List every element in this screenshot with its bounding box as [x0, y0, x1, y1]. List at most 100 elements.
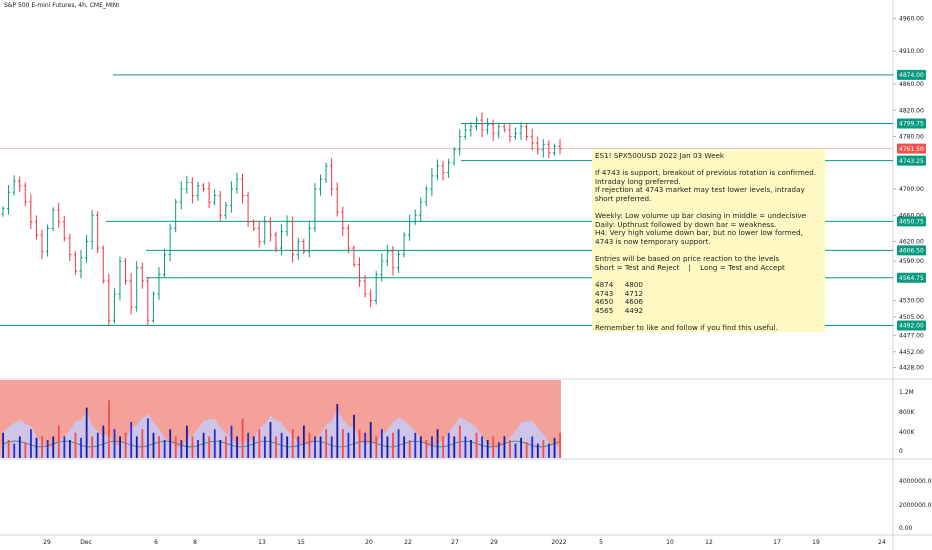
candle — [547, 140, 551, 159]
note-line: 4874 4800 — [595, 279, 644, 289]
volume-bar — [347, 432, 350, 458]
candle — [140, 262, 144, 289]
volume-bar — [380, 429, 383, 458]
candle — [1, 206, 5, 217]
volume-bar — [408, 440, 411, 458]
volume-bar — [135, 436, 138, 458]
volume-tick-label: 0 — [899, 448, 903, 455]
candle — [480, 112, 484, 138]
volume-bar — [520, 437, 523, 458]
time-axis[interactable]: 29 Dec 6 8 13 15 20 22 27 29 2022 5 10 12 17 19 24 — [43, 539, 886, 546]
level-price-tag — [897, 216, 926, 227]
level-price-label: 4799.75 — [899, 121, 924, 128]
note-line: 4650 4606 — [595, 297, 644, 307]
time-tick-label: 20 — [365, 539, 373, 546]
candle — [201, 183, 206, 192]
candle — [307, 221, 311, 258]
volume-bar — [174, 436, 177, 458]
volume-tick-label: 400K — [899, 429, 915, 436]
volume-tick-label: 800K — [899, 409, 915, 416]
indicator-axis[interactable]: 4000000.00 2000000.00 0.00 — [899, 478, 932, 532]
candle — [263, 215, 267, 245]
volume-bar — [386, 436, 389, 458]
volume-bar — [152, 432, 155, 458]
volume-bar — [481, 436, 484, 458]
time-tick-label: 13 — [258, 539, 266, 546]
candle — [341, 206, 345, 237]
time-tick-label: 19 — [812, 539, 820, 546]
last-price-label: 4761.50 — [899, 146, 924, 153]
analysis-note[interactable]: ES1! SPX500USD 2022 Jan 03 Week If 4743 i… — [592, 149, 825, 332]
candle — [151, 291, 155, 323]
candle — [313, 183, 317, 232]
candle — [413, 209, 417, 226]
price-tick-label: 4505.00 — [899, 314, 924, 321]
volume-bar — [353, 414, 355, 458]
candle — [335, 182, 339, 217]
price-tick-label: 4452.00 — [899, 349, 924, 356]
volume-bar — [180, 440, 183, 458]
price-tick-label: 4477.00 — [899, 332, 924, 339]
candle — [447, 158, 451, 178]
chart-title: S&P 500 E-mini Futures, 4h, CME_MINI — [4, 2, 120, 9]
time-tick-label: 29 — [43, 539, 51, 546]
time-tick-label: 24 — [878, 539, 886, 546]
candle — [96, 211, 100, 254]
volume-bar — [247, 432, 250, 458]
volume-bar — [542, 440, 545, 458]
volume-bar — [525, 442, 528, 458]
note-line: 4743 4712 — [595, 288, 644, 298]
volume-bar — [225, 436, 227, 458]
candle — [469, 122, 473, 137]
price-tick-label: 4590.00 — [899, 258, 924, 265]
volume-bar — [258, 429, 261, 458]
candle — [291, 216, 295, 263]
volume-bar — [69, 440, 71, 458]
time-tick-label: 17 — [773, 539, 781, 546]
note-line: H4: Very high volume down bar, but no lo… — [595, 228, 806, 246]
volume-bar — [336, 404, 339, 458]
candle — [296, 237, 300, 260]
volume-bar — [230, 425, 233, 458]
time-tick-label: 27 — [451, 539, 459, 546]
price-tick-label: 4910.00 — [899, 48, 924, 55]
candle — [79, 250, 83, 279]
volume-bar — [341, 429, 344, 458]
candle — [463, 124, 467, 140]
time-tick-label: 15 — [297, 539, 305, 546]
price-axis[interactable]: 4960.00 4910.00 4860.00 4820.00 4780.00 4700.… — [893, 15, 924, 372]
candle — [174, 198, 178, 233]
candle — [29, 194, 33, 230]
volume-pane[interactable] — [0, 380, 561, 458]
volume-bar — [269, 422, 272, 458]
volume-bar — [141, 429, 144, 458]
volume-bar — [458, 425, 461, 458]
candle — [68, 233, 72, 262]
candle — [224, 202, 228, 220]
volume-bar — [24, 442, 27, 458]
volume-bar — [509, 440, 511, 458]
level-price-tag — [897, 69, 926, 80]
volume-bar — [536, 443, 539, 458]
candle — [508, 122, 512, 143]
candle — [324, 162, 328, 184]
note-line: 4565 4492 — [595, 305, 644, 315]
volume-bar — [30, 429, 32, 458]
volume-bar — [263, 436, 266, 458]
level-price-tag — [897, 118, 926, 129]
candle — [162, 248, 167, 278]
level-price-tag — [897, 155, 926, 166]
volume-bar — [124, 432, 127, 458]
price-tick-label: 4428.00 — [899, 365, 924, 372]
candle — [497, 122, 501, 139]
note-line: Entries will be based on price reaction … — [595, 254, 780, 264]
candle — [541, 139, 545, 158]
volume-bar — [7, 440, 10, 458]
candle — [229, 181, 233, 213]
candle — [363, 274, 367, 298]
volume-bar — [2, 432, 4, 458]
note-line: Short = Test and Reject | Long = Test an… — [595, 262, 785, 272]
volume-axis[interactable]: 1.2M 800K 400K 0 — [899, 389, 915, 455]
